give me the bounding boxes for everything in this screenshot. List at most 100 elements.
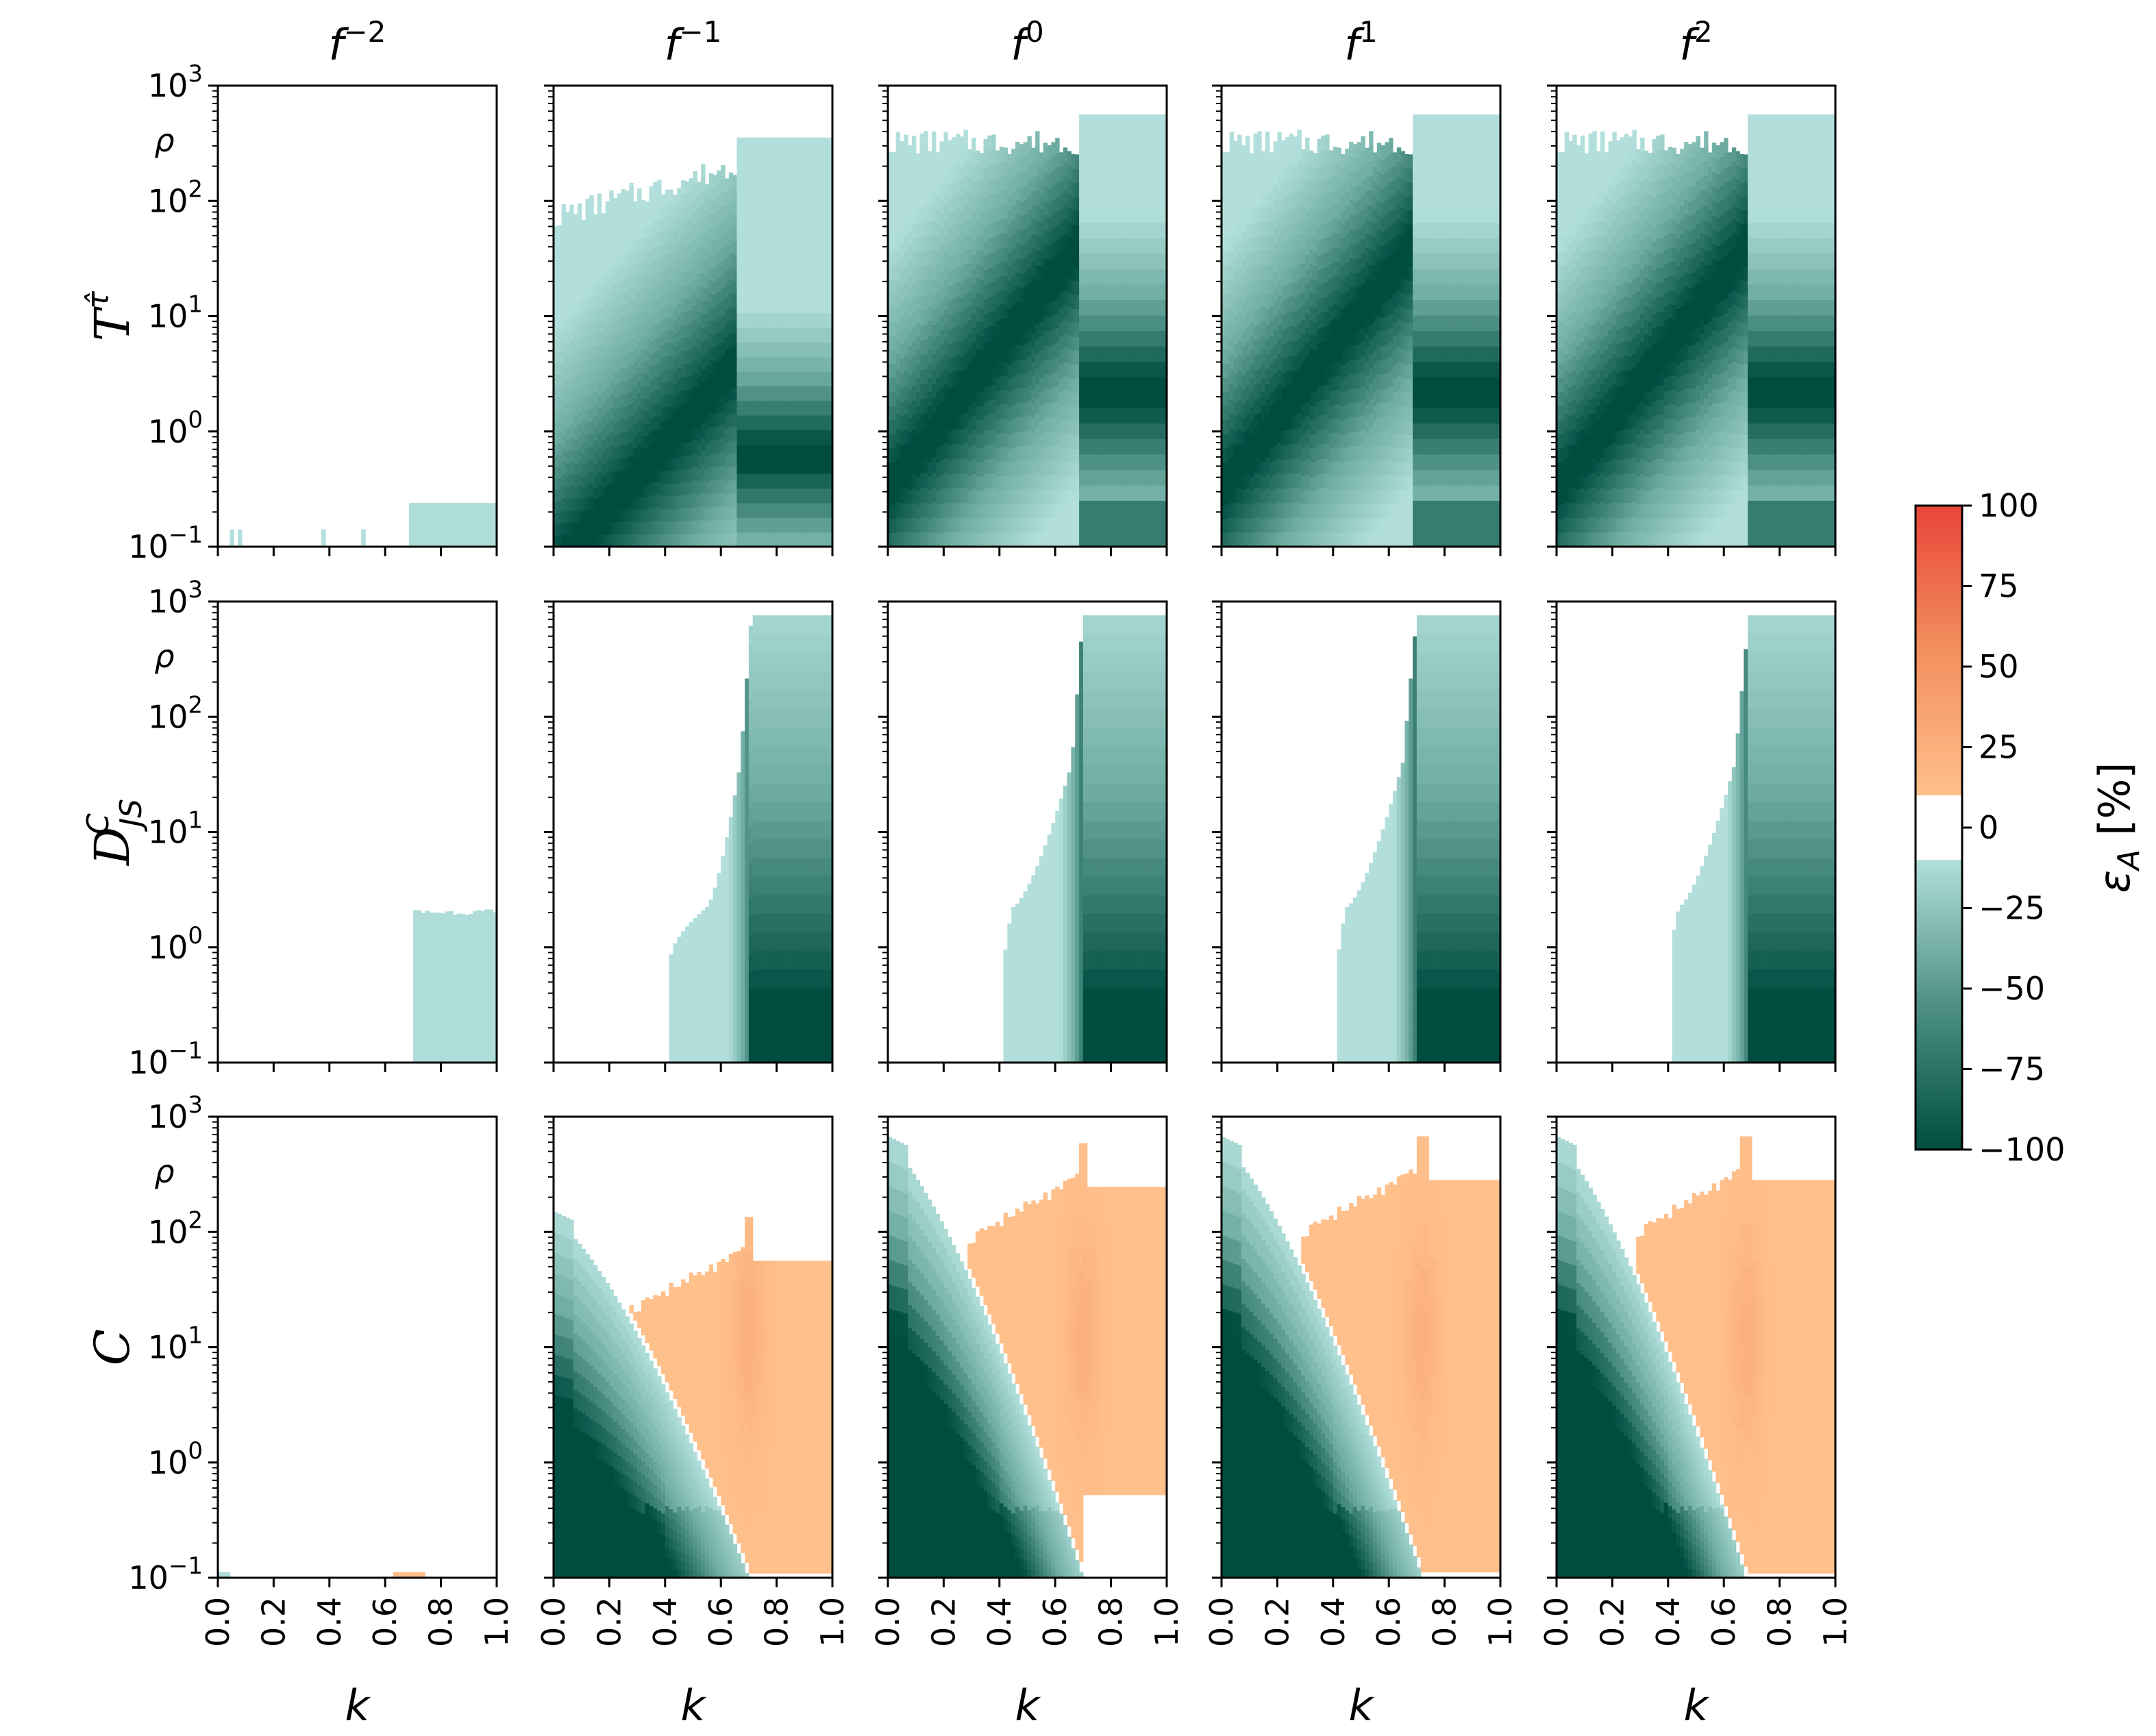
heatmap-cell xyxy=(665,482,670,497)
heatmap-cell xyxy=(1265,339,1270,355)
heatmap-cell xyxy=(1277,190,1282,207)
heatmap-cell xyxy=(804,517,809,533)
heatmap-cell xyxy=(1154,531,1159,547)
heatmap-cell xyxy=(995,178,1000,194)
heatmap-cell xyxy=(804,503,809,518)
heatmap-cell xyxy=(1051,199,1056,215)
heatmap-cell xyxy=(816,532,821,547)
heatmap-cell xyxy=(800,137,805,153)
heatmap-cell xyxy=(1297,129,1302,145)
heatmap-cell xyxy=(593,380,598,393)
heatmap-cell xyxy=(673,207,678,221)
heatmap-cell xyxy=(820,503,825,518)
heatmap-cell xyxy=(765,473,769,489)
heatmap-cell xyxy=(1273,358,1278,374)
heatmap-cell xyxy=(991,429,996,445)
heatmap-cell xyxy=(904,311,908,327)
heatmap-cell xyxy=(1015,271,1020,287)
heatmap-cell xyxy=(1281,155,1286,170)
heatmap-cell xyxy=(924,294,928,310)
heatmap-cell xyxy=(784,210,789,226)
heatmap-cell xyxy=(1277,280,1282,295)
heatmap-cell xyxy=(732,506,738,521)
heatmap-cell xyxy=(1139,145,1143,162)
heatmap-cell xyxy=(1229,221,1235,236)
heatmap-cell xyxy=(900,445,904,460)
heatmap-cell xyxy=(488,503,493,547)
heatmap-cell xyxy=(1059,434,1064,449)
heatmap-cell xyxy=(796,298,802,314)
heatmap-cell xyxy=(1309,447,1314,462)
heatmap-cell xyxy=(573,332,578,345)
heatmap-cell xyxy=(800,503,805,518)
heatmap-cell xyxy=(1015,214,1020,230)
heatmap-cell xyxy=(768,430,773,445)
heatmap-cell xyxy=(1269,335,1274,350)
heatmap-cell xyxy=(967,149,972,164)
heatmap-cell xyxy=(983,386,988,402)
heatmap-cell xyxy=(1313,462,1318,477)
heatmap-cell xyxy=(967,262,972,277)
heatmap-cell xyxy=(1222,179,1226,195)
heatmap-cell xyxy=(1301,149,1306,164)
heatmap-cell xyxy=(1031,333,1036,348)
heatmap-cell xyxy=(684,507,690,521)
heatmap-cell xyxy=(613,471,618,485)
heatmap-cell xyxy=(554,375,558,387)
heatmap-cell xyxy=(987,488,992,504)
heatmap-cell xyxy=(924,220,928,236)
heatmap-cell xyxy=(1253,384,1258,400)
heatmap-cell xyxy=(597,395,602,409)
heatmap-cell xyxy=(1225,180,1230,195)
heatmap-cell xyxy=(776,225,782,240)
heatmap-cell xyxy=(721,274,726,288)
heatmap-cell xyxy=(684,338,690,351)
heatmap-cell xyxy=(1313,279,1318,295)
heatmap-cell xyxy=(776,517,782,533)
heatmap-cell xyxy=(1130,284,1136,301)
heatmap-cell xyxy=(752,254,758,270)
heatmap-cell xyxy=(784,342,789,358)
heatmap-cell xyxy=(1345,404,1350,419)
heatmap-cell xyxy=(919,281,924,297)
heatmap-cell xyxy=(717,371,721,386)
heatmap-cell xyxy=(1146,299,1152,316)
heatmap-cell xyxy=(1237,532,1242,547)
heatmap-cell xyxy=(780,503,785,518)
heatmap-cell xyxy=(713,347,717,362)
heatmap-cell xyxy=(800,210,805,226)
heatmap-cell xyxy=(601,499,606,512)
heatmap-cell xyxy=(1345,333,1350,349)
heatmap-cell xyxy=(1328,207,1334,222)
heatmap-cell xyxy=(987,517,992,533)
heatmap-cell xyxy=(1063,175,1068,191)
heatmap-cell xyxy=(1099,191,1104,208)
heatmap-cell xyxy=(677,495,682,509)
heatmap-cell xyxy=(621,432,626,445)
heatmap-cell xyxy=(689,507,694,521)
heatmap-cell xyxy=(1126,438,1132,455)
heatmap-cell xyxy=(1063,432,1068,447)
heatmap-cell xyxy=(1328,518,1334,533)
heatmap-cell xyxy=(1087,114,1092,131)
heatmap-cell xyxy=(991,252,996,268)
heatmap-cell xyxy=(657,494,662,508)
heatmap-cell xyxy=(784,225,789,240)
heatmap-cell xyxy=(1257,175,1262,191)
heatmap-cell xyxy=(904,488,908,504)
heatmap-cell xyxy=(605,509,610,523)
heatmap-cell xyxy=(904,532,908,547)
heatmap-cell xyxy=(637,290,642,304)
heatmap-cell xyxy=(637,277,642,292)
heatmap-cell xyxy=(637,239,642,253)
heatmap-cell xyxy=(1003,176,1008,191)
heatmap-cell xyxy=(633,509,638,523)
heatmap-cell xyxy=(1130,346,1136,362)
heatmap-cell xyxy=(1333,147,1338,162)
heatmap-cell xyxy=(1345,433,1350,448)
heatmap-cell xyxy=(967,390,972,406)
heatmap-cell xyxy=(780,327,785,343)
heatmap-cell xyxy=(665,240,670,254)
heatmap-cell xyxy=(999,418,1004,433)
